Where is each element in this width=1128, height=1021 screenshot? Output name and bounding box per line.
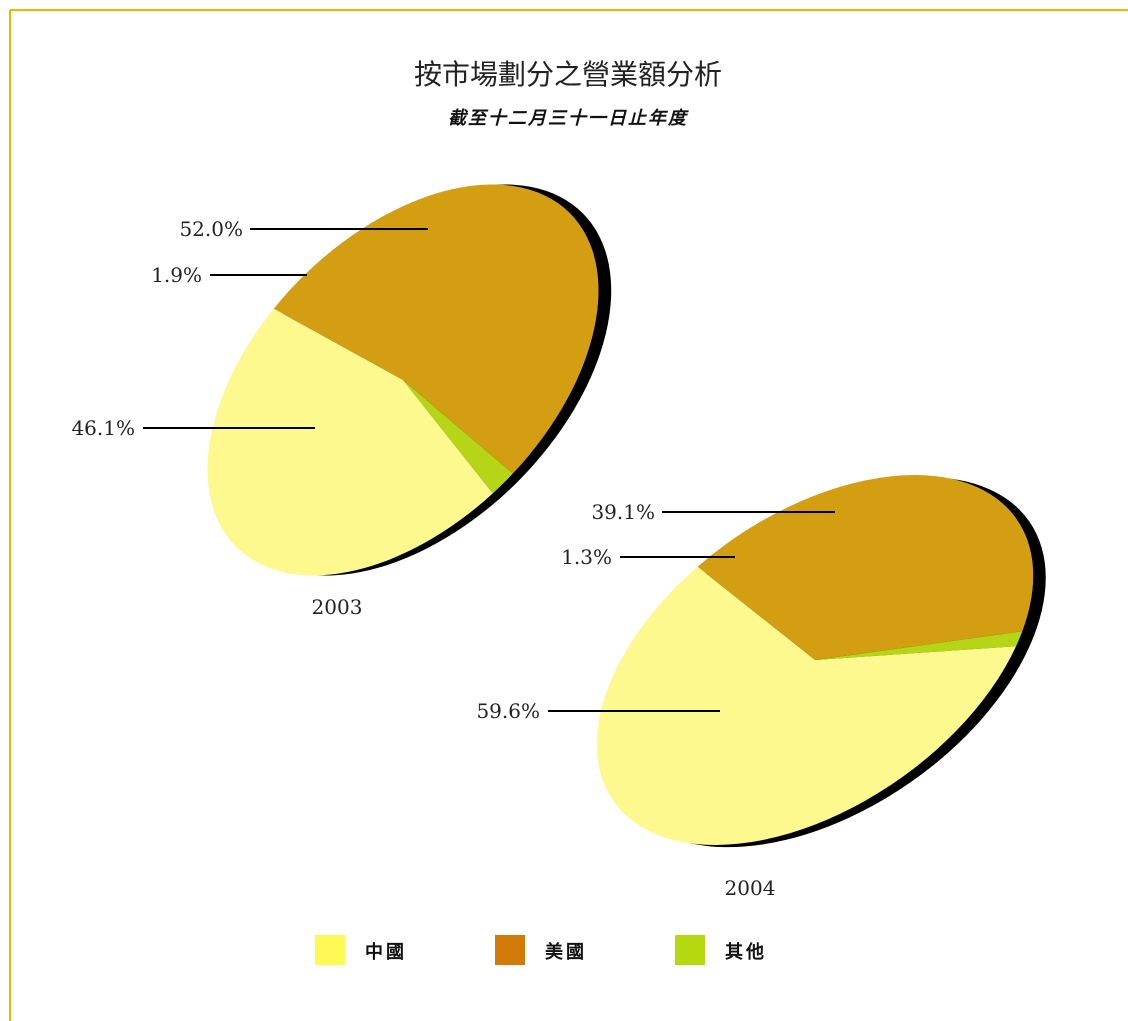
- pie-2003-year-label: 2003: [312, 595, 363, 619]
- pie-2003-slice-china: [207, 308, 493, 576]
- pie-2003-label-usa: 52.0%: [179, 217, 243, 241]
- legend-swatch-usa: [495, 935, 525, 965]
- legend-swatch-others: [675, 935, 705, 965]
- legend-label-china: 中國: [365, 941, 407, 963]
- pie-2004-label-others: 1.3%: [561, 545, 612, 569]
- pie-2004-label-china: 59.6%: [476, 699, 540, 723]
- pie-2004-slice-usa: [697, 475, 1034, 660]
- chart-title: 按市場劃分之營業額分析: [414, 58, 722, 91]
- chart-subtitle: 截至十二月三十一日止年度: [448, 108, 689, 129]
- pie-2003-label-others: 1.9%: [151, 263, 202, 287]
- legend-label-others: 其他: [725, 941, 767, 963]
- pie-2004-year-label: 2004: [725, 876, 776, 900]
- pie-2003-body: [207, 184, 612, 576]
- legend: 中國 美國 其他: [315, 935, 767, 965]
- pie-2004-slice-china: [596, 566, 1017, 845]
- legend-label-usa: 美國: [545, 941, 587, 963]
- pie-2004: 39.1% 1.3% 59.6%: [476, 475, 1046, 848]
- pie-2004-label-usa: 39.1%: [591, 500, 655, 524]
- pie-2003-slice-usa: [273, 184, 599, 474]
- pie-2003-slice-others: [403, 380, 513, 494]
- pie-2004-body: [596, 475, 1046, 848]
- legend-swatch-china: [315, 935, 345, 965]
- pie-2003: 52.0% 1.9% 46.1%: [71, 184, 612, 576]
- pie-2003-label-china: 46.1%: [71, 416, 135, 440]
